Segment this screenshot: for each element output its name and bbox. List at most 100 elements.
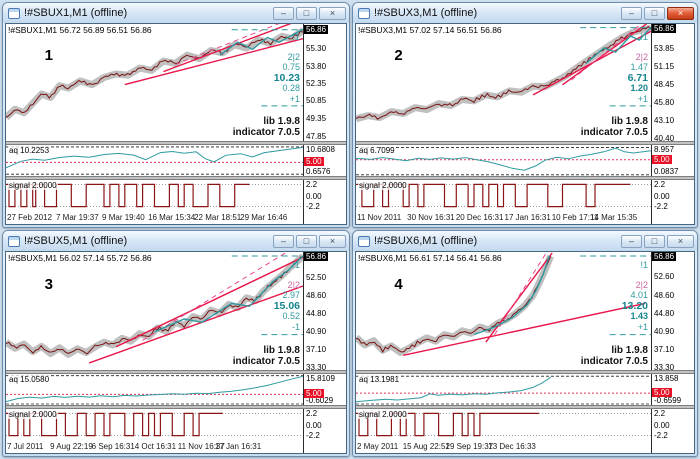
signal-axis-top: 2.2 [654, 180, 666, 189]
aq-indicator-pane[interactable]: aq 6.7099 [356, 145, 652, 176]
price-axis[interactable]: 56.86 52.60 48.60 44.80 40.90 37.10 33.30 [652, 252, 694, 370]
price-axis[interactable]: 56.86 52.50 48.60 44.80 40.90 37.10 33.30 [304, 252, 346, 370]
signal-indicator-pane[interactable]: signal 2.0000 [356, 409, 652, 440]
time-axis[interactable]: 2 May 2011 15 Aug 22:51 29 Sep 19:37 13 Dec… [356, 440, 652, 453]
wave-label-top: !1 [292, 260, 300, 270]
restore-button[interactable]: □ [644, 6, 665, 20]
aq-indicator-axis[interactable]: 8.957 5.00 0.0837 [652, 145, 694, 176]
time-axis-label: 11 Nov 2011 [357, 213, 402, 222]
time-axis[interactable]: 7 Jul 2011 9 Aug 22:19 6 Sep 16:31 4 Oct 16… [6, 440, 304, 453]
time-axis[interactable]: 11 Nov 2011 30 Nov 16:31 20 Dec 16:31 17 Ja… [356, 211, 652, 224]
aq-indicator-label: aq 15.0580 [8, 375, 51, 384]
signal-indicator-axis[interactable]: 2.2 0.00 -2.2 [304, 180, 346, 211]
window-titlebar[interactable]: !#SBUX6,M1 (offline) – □ × [353, 231, 697, 251]
aq-indicator-axis[interactable]: 13.858 5.00 -0.6599 [652, 374, 694, 405]
indicator-version-label: lib 1.9.8 indicator 7.0.5 [232, 345, 300, 367]
wave-value-3: 0.52 [282, 311, 300, 321]
pane-splitter[interactable] [6, 176, 346, 180]
current-price-chip: 56.86 [652, 24, 677, 33]
ohlc-readout: !#SBUX6,M1 56.61 57.14 56.41 56.86 [358, 253, 502, 263]
minimize-button[interactable]: – [621, 234, 642, 248]
wave-label-bottom: +1 [637, 321, 648, 332]
close-button[interactable]: × [319, 6, 346, 20]
aq-indicator-pane[interactable]: aq 10.2253 [6, 145, 304, 176]
wave-annotations: !1 2|2 4.01 13.20 1.43 +1 [622, 260, 648, 332]
chart-window[interactable]: !#SBUX1,M1 (offline) – □ × !#SBUX1,M1 56… [2, 2, 350, 228]
pane-splitter[interactable] [6, 405, 346, 409]
price-axis[interactable]: 56.86 53.85 51.15 48.45 45.80 43.10 40.40 [652, 24, 694, 141]
price-chart[interactable]: !#SBUX5,M1 56.02 57.14 55.72 56.86 3 !1 … [6, 252, 304, 370]
aq-indicator-axis[interactable]: 15.8109 5.00 -0.6029 [304, 374, 346, 405]
signal-indicator-label: signal 2.0000 [358, 410, 408, 419]
signal-indicator-axis[interactable]: 2.2 0.00 -2.2 [652, 180, 694, 211]
price-tick-label: 47.85 [306, 131, 327, 141]
price-tick-label: 44.80 [306, 308, 327, 318]
close-button[interactable]: × [667, 234, 694, 248]
aq-axis-bottom: 0.0837 [654, 167, 679, 176]
signal-indicator-pane[interactable]: signal 2.0000 [356, 180, 652, 211]
chart-number-label: 4 [394, 275, 403, 293]
wave-label-bottom: +1 [289, 93, 300, 104]
price-chart[interactable]: !#SBUX1,M1 56.72 56.89 56.51 56.86 1 !1 … [6, 24, 304, 141]
signal-indicator-pane[interactable]: signal 2.0000 [6, 409, 304, 440]
time-axis-label: 14 Mar 15:35 [590, 213, 638, 222]
window-titlebar[interactable]: !#SBUX3,M1 (offline) – □ × [353, 3, 697, 23]
ohlc-readout: !#SBUX3,M1 57.02 57.14 56.51 56.86 [358, 25, 502, 35]
pane-splitter[interactable] [356, 370, 694, 374]
aq-axis-bottom: -0.6599 [654, 396, 682, 405]
aq-indicator-axis[interactable]: 10.6808 5.00 0.6576 [304, 145, 346, 176]
restore-button[interactable]: □ [296, 234, 317, 248]
pane-splitter[interactable] [356, 405, 694, 409]
chart-window[interactable]: !#SBUX3,M1 (offline) – □ × !#SBUX3,M1 57… [352, 2, 698, 228]
minimize-button[interactable]: – [621, 6, 642, 20]
aq-level-chip: 5.00 [652, 154, 672, 164]
price-chart[interactable]: !#SBUX3,M1 57.02 57.14 56.51 56.86 2 !1 … [356, 24, 652, 141]
aq-indicator-label: aq 13.1981 [358, 375, 401, 384]
chart-window[interactable]: !#SBUX6,M1 (offline) – □ × !#SBUX6,M1 56… [352, 230, 698, 457]
price-chart[interactable]: !#SBUX6,M1 56.61 57.14 56.41 56.86 4 !1 … [356, 252, 652, 370]
indicator-version-label: lib 1.9.8 indicator 7.0.5 [232, 116, 300, 138]
price-axis[interactable]: 56.86 55.30 53.80 52.35 50.85 49.35 47.85 [304, 24, 346, 141]
time-axis-label: 9 Aug 22:19 [50, 442, 93, 451]
time-axis-label: 22 Mar 18:51 [194, 213, 242, 222]
minimize-button[interactable]: – [273, 234, 294, 248]
price-tick-label: 43.10 [654, 115, 675, 125]
window-titlebar[interactable]: !#SBUX1,M1 (offline) – □ × [3, 3, 349, 23]
price-tick-label: 45.80 [654, 97, 675, 107]
time-axis-label: 2 May 2011 [357, 442, 399, 451]
price-tick-label: 33.30 [306, 363, 327, 370]
aq-axis-top: 15.8109 [306, 374, 335, 383]
close-button[interactable]: × [319, 234, 346, 248]
window-title: !#SBUX3,M1 (offline) [374, 7, 478, 19]
time-axis-label: 4 Oct 16:31 [134, 442, 177, 451]
time-axis-label: 29 Sep 19:37 [445, 442, 494, 451]
wave-value-2: 13.20 [621, 299, 648, 312]
signal-indicator-pane[interactable]: signal 2.0000 [6, 180, 304, 211]
aq-indicator-pane[interactable]: aq 13.1981 [356, 374, 652, 405]
chart-window[interactable]: !#SBUX5,M1 (offline) – □ × !#SBUX5,M1 56… [2, 230, 350, 457]
aq-axis-bottom: -0.6029 [306, 396, 334, 405]
signal-indicator-label: signal 2.0000 [358, 181, 408, 190]
close-button[interactable]: × [667, 6, 694, 20]
pane-splitter[interactable] [6, 141, 346, 145]
time-axis[interactable]: 27 Feb 2012 7 Mar 19:37 9 Mar 19:40 16 Mar … [6, 211, 304, 224]
signal-indicator-label: signal 2.0000 [8, 181, 58, 190]
restore-button[interactable]: □ [644, 234, 665, 248]
chart-client-area: !#SBUX5,M1 56.02 57.14 55.72 56.86 3 !1 … [3, 251, 349, 456]
aq-indicator-pane[interactable]: aq 15.0580 [6, 374, 304, 405]
signal-indicator-axis[interactable]: 2.2 0.00 -2.2 [304, 409, 346, 440]
signal-indicator-axis[interactable]: 2.2 0.00 -2.2 [652, 409, 694, 440]
pane-splitter[interactable] [6, 370, 346, 374]
window-controls: – □ × [621, 234, 694, 248]
price-tick-label: 40.90 [654, 327, 675, 337]
aq-level-chip: 5.00 [652, 388, 672, 398]
pane-splitter[interactable] [356, 176, 694, 180]
restore-button[interactable]: □ [296, 6, 317, 20]
window-titlebar[interactable]: !#SBUX5,M1 (offline) – □ × [3, 231, 349, 251]
time-axis-label: 15 Aug 22:51 [402, 442, 450, 451]
signal-axis-bottom: -2.2 [306, 431, 320, 440]
minimize-button[interactable]: – [273, 6, 294, 20]
pane-splitter[interactable] [356, 141, 694, 145]
wave-annotations: !1 2|2 2.97 15.06 0.52 -1 [274, 260, 300, 332]
